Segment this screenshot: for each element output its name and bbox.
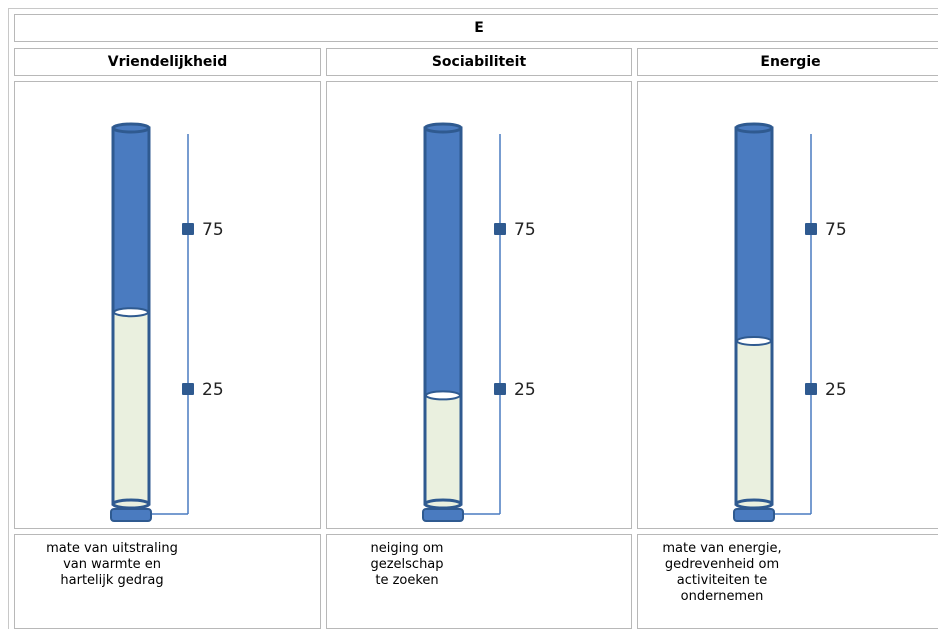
gauge-tube-bottom — [734, 498, 774, 510]
gauge-chart-sociabiliteit: 75 25 — [422, 122, 536, 522]
tick-marker-75 — [494, 223, 506, 235]
gauge-tube-fill — [423, 393, 463, 506]
gauge-tube-bottom — [423, 498, 463, 510]
table-outer-border-left — [8, 8, 9, 629]
gauge-tube-empty — [423, 126, 463, 397]
group-header-label: E — [474, 20, 484, 36]
tick-marker-25 — [182, 383, 194, 395]
tick-marker-25 — [494, 383, 506, 395]
column-header-sociabiliteit: Sociabiliteit — [326, 48, 632, 76]
gauge-tube-empty — [111, 126, 151, 314]
gauge-base — [733, 508, 775, 522]
column-title: Energie — [760, 54, 821, 70]
gauge-tube-cap — [111, 122, 151, 134]
gauge-level-surface — [425, 390, 461, 401]
gauge-tube-bottom — [111, 498, 151, 510]
description-text: mate van energie, gedrevenheid om activi… — [662, 541, 782, 604]
tick-marker-75 — [182, 223, 194, 235]
gauge-base — [422, 508, 464, 522]
gauge-cell-energie: 75 25 — [637, 81, 938, 529]
tick-label-25: 25 — [514, 380, 536, 400]
tick-label-25: 25 — [825, 380, 847, 400]
description-cell-vriendelijkheid: mate van uitstraling van warmte en harte… — [14, 534, 321, 629]
gauge-tube-fill — [734, 339, 774, 506]
column-header-vriendelijkheid: Vriendelijkheid — [14, 48, 321, 76]
tick-label-75: 75 — [825, 220, 847, 240]
column-header-energie: Energie — [637, 48, 938, 76]
tick-label-25: 25 — [202, 380, 224, 400]
description-text: neiging om gezelschap te zoeken — [370, 541, 444, 588]
gauge-tube-cap — [423, 122, 463, 134]
tick-marker-75 — [805, 223, 817, 235]
table-outer-border — [8, 8, 938, 9]
group-header: E — [14, 14, 938, 42]
gauge-level-surface — [113, 307, 149, 318]
column-title: Sociabiliteit — [431, 54, 527, 70]
gauge-cell-sociabiliteit: 75 25 — [326, 81, 632, 529]
column-title: Vriendelijkheid — [107, 54, 228, 70]
gauge-chart-energie: 75 25 — [733, 122, 847, 522]
description-text: mate van uitstraling van warmte en harte… — [46, 541, 178, 588]
gauge-cell-vriendelijkheid: 75 25 — [14, 81, 321, 529]
tick-marker-25 — [805, 383, 817, 395]
gauge-tube-fill — [111, 310, 151, 506]
description-cell-sociabiliteit: neiging om gezelschap te zoeken — [326, 534, 632, 629]
tick-label-75: 75 — [202, 220, 224, 240]
gauge-base — [110, 508, 152, 522]
gauge-tube-cap — [734, 122, 774, 134]
gauge-chart-vriendelijkheid: 75 25 — [110, 122, 224, 522]
description-cell-energie: mate van energie, gedrevenheid om activi… — [637, 534, 938, 629]
gauge-level-surface — [736, 336, 772, 346]
gauge-tube-empty — [734, 126, 774, 343]
tick-label-75: 75 — [514, 220, 536, 240]
